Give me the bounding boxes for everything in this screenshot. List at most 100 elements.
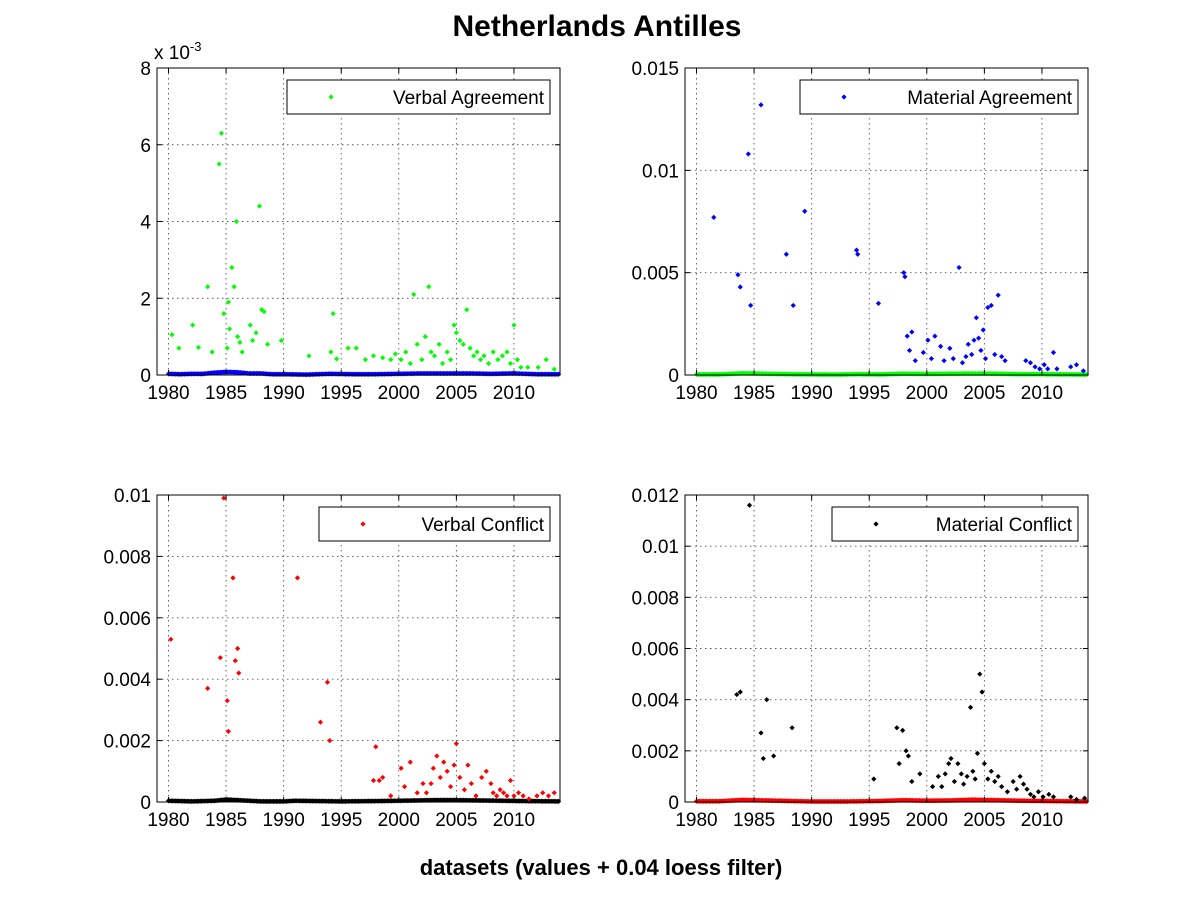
chart-1-point-7 xyxy=(790,302,796,309)
chart-3-point-32 xyxy=(979,689,985,695)
chart-3-xtick-label-2: 1990 xyxy=(791,810,833,831)
chart-0-point-68 xyxy=(514,357,520,363)
chart-3-point-43 xyxy=(1020,781,1027,787)
chart-3-ytick-label-4: 0.008 xyxy=(631,588,679,609)
chart-0-xtick-label-2: 1990 xyxy=(263,383,305,404)
chart-0-point-48 xyxy=(439,360,446,367)
chart-1-point-41 xyxy=(999,353,1005,360)
chart-2-point-46 xyxy=(504,793,510,799)
chart-2-point-49 xyxy=(515,790,522,796)
chart-0-point-34 xyxy=(380,355,386,361)
chart-2-point-7 xyxy=(232,658,238,664)
chart-1-point-48 xyxy=(1045,366,1051,372)
chart-3-point-42 xyxy=(1017,773,1023,780)
chart-2-point-50 xyxy=(520,793,526,799)
chart-3-point-20 xyxy=(946,761,952,767)
chart-3-ytick-label-3: 0.006 xyxy=(631,640,679,661)
chart-3-point-38 xyxy=(999,784,1005,790)
chart-1-point-23 xyxy=(941,358,947,364)
chart-3-ytick-label-5: 0.01 xyxy=(642,537,679,558)
chart-0-point-27 xyxy=(328,349,334,355)
chart-2-point-53 xyxy=(540,790,546,796)
chart-1-point-27 xyxy=(959,360,966,366)
legend-verbal-agreement: Verbal Agreement xyxy=(393,88,545,109)
chart-0-ytick-label-1: 2 xyxy=(140,289,151,310)
chart-3-point-10 xyxy=(896,761,902,767)
chart-2-point-13 xyxy=(327,738,333,744)
chart-0-y-exponent-power: -3 xyxy=(190,39,202,54)
chart-0-legend-marker xyxy=(328,94,334,100)
chart-3-point-25 xyxy=(961,781,967,787)
chart-0-xtick-label-5: 2005 xyxy=(435,383,477,404)
chart-3-point-24 xyxy=(958,771,964,777)
chart-0-xtick-label-0: 1980 xyxy=(147,383,189,404)
chart-3-xtick-label-5: 2005 xyxy=(963,810,1005,831)
chart-1-point-51 xyxy=(1068,364,1074,370)
chart-2-legend-marker xyxy=(360,521,366,527)
chart-2-ytick-label-1: 0.002 xyxy=(103,732,151,753)
chart-2-point-23 xyxy=(420,780,426,787)
chart-0-point-10 xyxy=(225,299,231,305)
chart-0-point-28 xyxy=(330,311,336,317)
chart-0-point-59 xyxy=(477,357,484,363)
chart-1-xtick-label-4: 2000 xyxy=(906,383,948,404)
chart-2-point-8 xyxy=(235,645,241,652)
chart-0-point-67 xyxy=(511,322,517,328)
chart-0-point-19 xyxy=(249,337,256,344)
chart-0-point-44 xyxy=(426,284,432,290)
chart-3-point-5 xyxy=(764,697,770,703)
chart-1-point-37 xyxy=(985,304,991,311)
chart-3-point-47 xyxy=(1035,789,1042,795)
chart-2-point-31 xyxy=(448,784,454,790)
chart-2-point-47 xyxy=(507,777,514,784)
chart-1-point-25 xyxy=(950,356,956,362)
chart-2-legend-box xyxy=(318,506,551,542)
chart-2-point-12 xyxy=(324,679,331,685)
chart-2-point-42 xyxy=(490,790,496,796)
chart-0-point-23 xyxy=(261,309,267,315)
chart-1-point-1 xyxy=(735,272,741,278)
chart-2-point-30 xyxy=(444,768,450,774)
chart-1-point-12 xyxy=(901,270,907,276)
chart-0-point-31 xyxy=(353,345,359,351)
chart-2-point-24 xyxy=(423,790,430,796)
chart-3-point-51 xyxy=(1068,794,1074,800)
chart-1-xtick-label-3: 1995 xyxy=(848,383,890,404)
chart-3-point-11 xyxy=(900,727,906,733)
chart-3-point-13 xyxy=(905,753,911,759)
chart-3-point-14 xyxy=(909,778,915,785)
chart-3-point-4 xyxy=(760,755,766,762)
chart-0-ytick-label-3: 6 xyxy=(140,136,151,157)
chart-1-point-39 xyxy=(992,351,998,358)
chart-2-point-17 xyxy=(380,774,386,781)
chart-3-legend-marker xyxy=(873,521,879,527)
chart-1-point-5 xyxy=(758,102,764,108)
chart-2-xtick-label-6: 2010 xyxy=(493,810,535,831)
chart-0-point-38 xyxy=(403,349,409,355)
chart-3-point-39 xyxy=(1004,789,1010,795)
chart-3-baseline-point xyxy=(1083,798,1090,805)
chart-0-point-62 xyxy=(490,349,496,355)
chart-0-point-43 xyxy=(422,334,428,340)
chart-1-point-13 xyxy=(902,274,908,280)
chart-2-point-52 xyxy=(534,793,540,799)
chart-1-point-35 xyxy=(980,327,986,333)
chart-3-point-18 xyxy=(939,784,945,790)
chart-1-point-14 xyxy=(904,333,910,339)
chart-2-ytick-label-2: 0.004 xyxy=(103,670,151,691)
chart-3-point-21 xyxy=(948,755,954,762)
chart-1-point-36 xyxy=(982,356,989,362)
chart-2-point-26 xyxy=(430,765,436,771)
chart-2-point-21 xyxy=(407,759,413,765)
chart-0-point-26 xyxy=(306,353,312,359)
chart-3-point-46 xyxy=(1031,794,1037,800)
chart-0-point-64 xyxy=(499,353,506,359)
chart-0-point-50 xyxy=(448,357,454,363)
chart-0-point-45 xyxy=(428,349,434,355)
chart-1-point-45 xyxy=(1032,364,1038,370)
chart-3-point-26 xyxy=(964,773,970,780)
chart-1-point-49 xyxy=(1050,349,1057,356)
chart-2-point-28 xyxy=(437,774,443,781)
chart-0-point-52 xyxy=(453,330,459,336)
chart-1-point-31 xyxy=(971,337,977,343)
